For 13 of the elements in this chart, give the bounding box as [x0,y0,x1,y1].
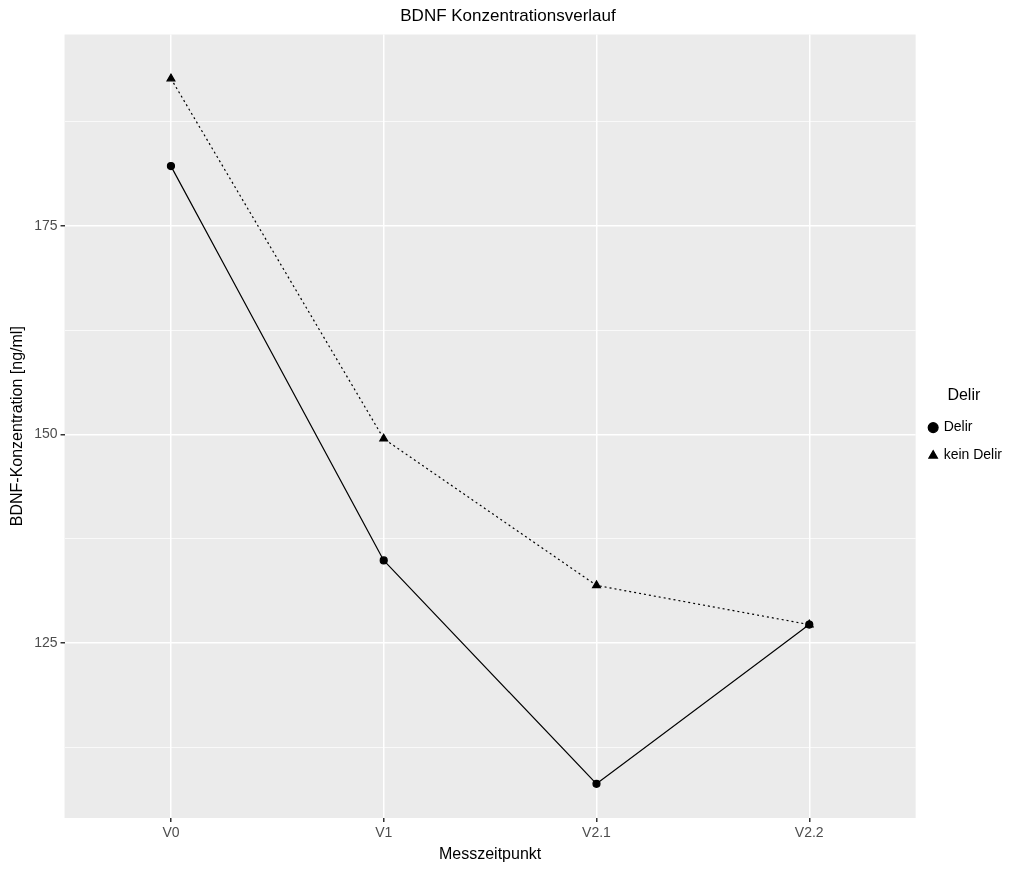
y-axis-title: BDNF-Konzentration [ng/ml] [8,326,26,527]
x-tick-label: V2.1 [582,824,612,841]
y-tick-label: 125 [34,633,58,650]
legend-label: Delir [943,418,973,435]
y-tick-label: 150 [34,425,58,442]
legend-title: Delir [947,385,981,403]
legend-label: kein Delir [943,446,1003,463]
x-tick-label: V2.2 [794,824,824,841]
y-tick-label: 175 [34,216,58,233]
x-tick-label: V1 [375,824,393,841]
x-axis-title: Messzeitpunkt [438,844,542,862]
x-tick-label: V0 [162,824,180,841]
chart-title: BDNF Konzentrationsverlauf [400,5,616,25]
